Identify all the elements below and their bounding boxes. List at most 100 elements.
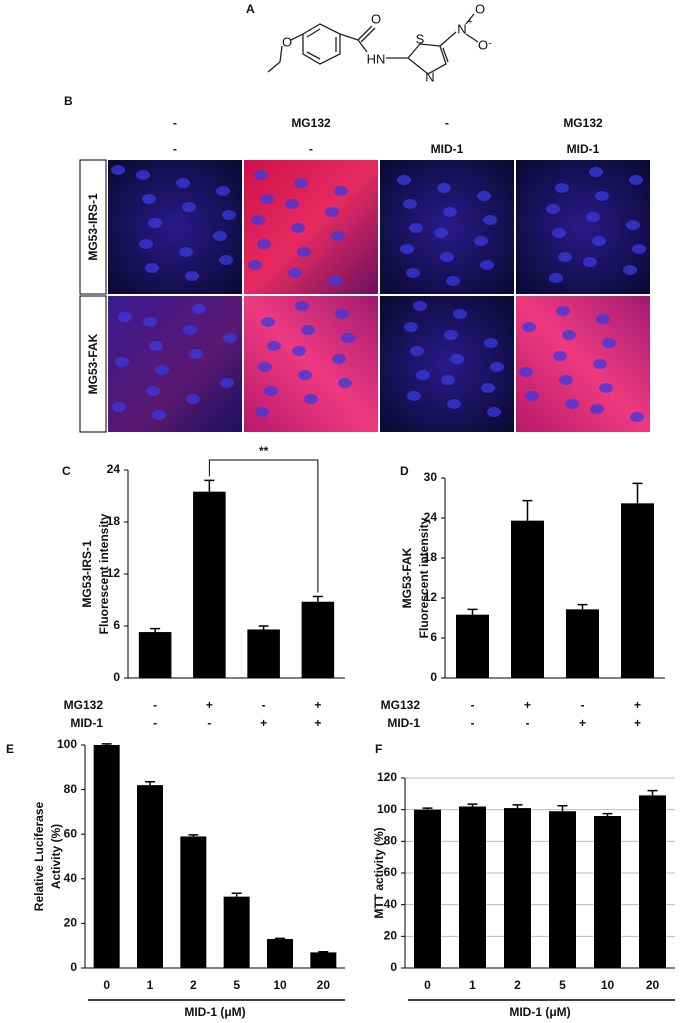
nucleus: [446, 276, 460, 286]
panel-label: B: [64, 94, 73, 108]
nucleus: [630, 412, 644, 422]
micrograph: [108, 160, 242, 294]
nucleus: [443, 207, 457, 217]
y-tick-label: 24: [424, 510, 438, 524]
nucleus: [255, 407, 269, 417]
nucleus: [490, 362, 504, 372]
nucleus: [260, 194, 274, 204]
atom-label: O: [475, 1, 485, 16]
nucleus: [484, 338, 498, 348]
nucleus: [139, 239, 153, 249]
x-tick-label: 2: [190, 978, 197, 992]
error-bar: [467, 608, 478, 615]
nucleus: [182, 202, 196, 212]
nucleus: [219, 255, 233, 265]
error-bar: [522, 499, 533, 521]
nucleus: [223, 333, 237, 343]
bar: [93, 745, 120, 968]
column-header: -: [445, 116, 449, 130]
nucleus: [248, 260, 262, 270]
treatment-mark: +: [206, 698, 213, 712]
nucleus: [185, 271, 199, 281]
bar: [247, 629, 280, 678]
nucleus: [118, 312, 132, 322]
atom-charge: +: [467, 16, 472, 26]
column-header: MID-1: [431, 142, 464, 156]
nucleus: [549, 273, 563, 283]
nucleus: [599, 383, 613, 393]
y-tick-label: 12: [424, 590, 438, 604]
y-tick-label: 24: [107, 462, 121, 476]
treatment-mark: -: [153, 698, 157, 712]
y-tick-label: 60: [64, 826, 78, 840]
nucleus: [583, 257, 597, 267]
treatment-mark: -: [471, 716, 475, 730]
y-tick-label: 60: [384, 865, 398, 879]
nucleus: [338, 378, 352, 388]
nucleus: [186, 394, 200, 404]
error-bar: [258, 625, 269, 630]
nucleus: [304, 394, 318, 404]
y-tick-label: 30: [424, 470, 438, 484]
nucleus: [115, 357, 129, 367]
panel-label: D: [400, 464, 409, 478]
error-bar: [577, 603, 588, 610]
y-tick-label: 80: [64, 782, 78, 796]
treatment-mark: +: [314, 698, 321, 712]
x-tick-label: 1: [469, 978, 476, 992]
treatment-mark: -: [262, 698, 266, 712]
error-bar: [467, 803, 478, 807]
y-tick-label: 12: [107, 566, 121, 580]
nucleus: [409, 223, 423, 233]
nucleus: [192, 304, 206, 314]
error-bar: [145, 781, 155, 786]
nucleus: [295, 301, 309, 311]
error-bar: [101, 743, 112, 745]
nucleus: [406, 268, 420, 278]
nucleus: [407, 391, 421, 401]
nucleus: [440, 252, 454, 262]
atom-label: O: [371, 11, 381, 26]
atom-label: N: [457, 21, 466, 36]
bar: [180, 836, 207, 968]
nucleus: [328, 276, 342, 286]
treatment-mark: +: [634, 698, 641, 712]
panel-label: A: [246, 2, 255, 16]
nucleus: [602, 338, 616, 348]
nucleus: [220, 378, 234, 388]
nucleus: [477, 191, 491, 201]
row-label-box: [79, 295, 107, 433]
micrograph: [516, 296, 650, 432]
nucleus: [589, 167, 603, 177]
nucleus: [474, 236, 488, 246]
nucleus: [112, 402, 126, 412]
nucleus: [298, 370, 312, 380]
x-tick-label: 2: [514, 978, 521, 992]
treatment-name: MID-1: [70, 716, 103, 730]
nucleus: [522, 322, 536, 332]
y-tick-label: 80: [384, 834, 398, 848]
nucleus: [555, 183, 569, 193]
nucleus: [148, 218, 162, 228]
nucleus: [480, 260, 494, 270]
nucleus: [285, 199, 299, 209]
nucleus: [410, 346, 424, 356]
x-axis-label: MID-1 (μM): [184, 1005, 245, 1019]
nucleus: [562, 330, 576, 340]
bar: [566, 609, 599, 678]
nucleus: [261, 317, 275, 327]
nucleus: [145, 263, 159, 273]
error-bar: [557, 804, 568, 812]
nucleus: [404, 322, 418, 332]
bar: [138, 632, 172, 678]
nucleus: [559, 375, 573, 385]
nucleus: [331, 231, 345, 241]
nucleus: [565, 399, 579, 409]
y-tick-label: 0: [390, 960, 397, 974]
row-label: MG53-FAK: [86, 333, 100, 394]
bar: [414, 809, 441, 968]
nucleus: [216, 186, 230, 196]
nucleus: [143, 317, 157, 327]
y-tick-label: 0: [70, 960, 77, 974]
